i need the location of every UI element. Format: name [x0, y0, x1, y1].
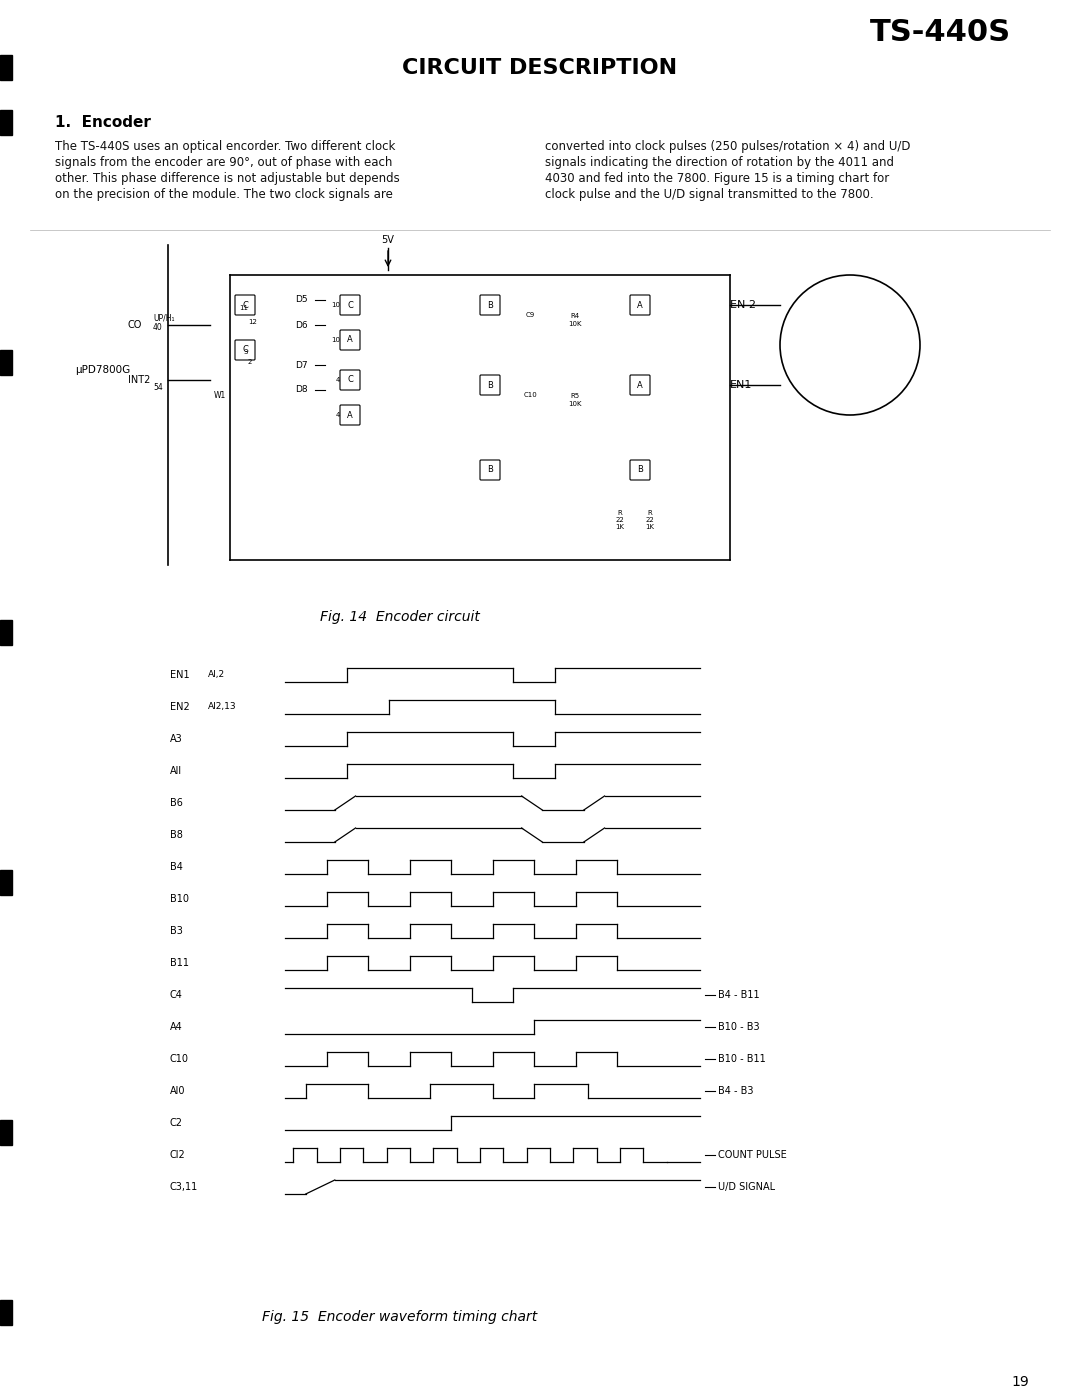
Text: B10 - B3: B10 - B3	[718, 1023, 759, 1032]
Text: B4 - B3: B4 - B3	[718, 1085, 754, 1096]
FancyBboxPatch shape	[480, 294, 500, 315]
Text: CIRCUIT DESCRIPTION: CIRCUIT DESCRIPTION	[403, 59, 677, 78]
Text: B8: B8	[170, 830, 183, 840]
Text: Al0: Al0	[170, 1085, 186, 1096]
Text: B3: B3	[170, 926, 183, 936]
Text: other. This phase difference is not adjustable but depends: other. This phase difference is not adju…	[55, 172, 400, 186]
FancyBboxPatch shape	[480, 375, 500, 395]
Text: C10: C10	[523, 392, 537, 398]
Text: A: A	[347, 410, 353, 420]
Text: A: A	[637, 381, 643, 389]
FancyBboxPatch shape	[340, 370, 360, 391]
Text: signals from the encoder are 90°, out of phase with each: signals from the encoder are 90°, out of…	[55, 156, 392, 169]
Text: D5: D5	[295, 296, 308, 304]
FancyBboxPatch shape	[630, 375, 650, 395]
Text: A: A	[637, 300, 643, 310]
Text: All: All	[170, 766, 183, 776]
Bar	[0, 54, 12, 80]
Text: 1.  Encoder: 1. Encoder	[55, 114, 151, 130]
Text: B: B	[487, 300, 492, 310]
Text: B4: B4	[170, 862, 183, 872]
FancyBboxPatch shape	[630, 460, 650, 480]
Text: μPD7800G: μPD7800G	[75, 365, 131, 375]
Text: 2: 2	[248, 359, 253, 365]
Bar	[0, 619, 12, 644]
Text: 19: 19	[1011, 1375, 1029, 1389]
Text: signals indicating the direction of rotation by the 4011 and: signals indicating the direction of rota…	[545, 156, 894, 169]
Text: A: A	[347, 336, 353, 345]
Text: INT2: INT2	[129, 375, 150, 385]
Text: 5V: 5V	[381, 234, 394, 246]
Text: 54: 54	[153, 382, 163, 392]
Text: R4
10K: R4 10K	[568, 314, 582, 326]
Text: Al2,13: Al2,13	[208, 703, 237, 711]
Text: EN 2: EN 2	[730, 300, 756, 310]
Text: B: B	[637, 466, 643, 474]
Text: D6: D6	[295, 321, 308, 329]
Text: C4: C4	[170, 990, 183, 1000]
Text: C2: C2	[170, 1117, 183, 1129]
Text: 40: 40	[153, 324, 163, 332]
FancyBboxPatch shape	[235, 340, 255, 360]
Text: B: B	[487, 381, 492, 389]
Text: EN1: EN1	[170, 670, 190, 679]
Text: D7: D7	[295, 360, 308, 370]
Text: R
22
1K: R 22 1K	[646, 511, 654, 530]
Text: B4 - B11: B4 - B11	[718, 990, 759, 1000]
Text: CO: CO	[129, 319, 143, 331]
FancyBboxPatch shape	[340, 405, 360, 425]
Text: EN1: EN1	[730, 379, 753, 391]
Text: The TS-440S uses an optical encorder. Two different clock: The TS-440S uses an optical encorder. Tw…	[55, 140, 395, 153]
Bar	[0, 870, 12, 896]
Text: 12: 12	[248, 319, 257, 325]
Text: B11: B11	[170, 958, 189, 968]
Text: W1: W1	[214, 391, 226, 399]
Text: B10 - B11: B10 - B11	[718, 1055, 766, 1064]
Text: C: C	[347, 300, 353, 310]
FancyBboxPatch shape	[630, 294, 650, 315]
Text: Cl2: Cl2	[170, 1149, 186, 1161]
Text: A3: A3	[170, 734, 183, 744]
Text: R5
10K: R5 10K	[568, 393, 582, 406]
Text: clock pulse and the U/D signal transmitted to the 7800.: clock pulse and the U/D signal transmitt…	[545, 188, 874, 201]
Text: UP/H₁: UP/H₁	[153, 314, 175, 322]
Text: B10: B10	[170, 894, 189, 904]
Bar	[0, 1300, 12, 1325]
Text: on the precision of the module. The two clock signals are: on the precision of the module. The two …	[55, 188, 393, 201]
Text: A4: A4	[170, 1023, 183, 1032]
Text: R
22
1K: R 22 1K	[616, 511, 624, 530]
Text: B: B	[487, 466, 492, 474]
Text: converted into clock pulses (250 pulses/rotation × 4) and U/D: converted into clock pulses (250 pulses/…	[545, 140, 910, 153]
Text: Fig. 15  Encoder waveform timing chart: Fig. 15 Encoder waveform timing chart	[262, 1310, 538, 1324]
Bar	[0, 1120, 12, 1145]
Text: 11: 11	[239, 306, 248, 311]
Text: C3,11: C3,11	[170, 1182, 199, 1191]
Text: 3: 3	[243, 349, 248, 354]
Text: Al,2: Al,2	[208, 671, 225, 679]
Text: TS-440S: TS-440S	[870, 18, 1011, 47]
Text: B6: B6	[170, 798, 183, 808]
FancyBboxPatch shape	[340, 331, 360, 350]
Text: Fig. 14  Encoder circuit: Fig. 14 Encoder circuit	[320, 610, 480, 624]
FancyBboxPatch shape	[480, 460, 500, 480]
Text: COUNT PULSE: COUNT PULSE	[718, 1149, 786, 1161]
FancyBboxPatch shape	[340, 294, 360, 315]
Bar	[0, 110, 12, 135]
Text: D8: D8	[295, 385, 308, 395]
Text: 4: 4	[336, 377, 340, 384]
Text: C: C	[242, 346, 248, 354]
Text: U/D SIGNAL: U/D SIGNAL	[718, 1182, 775, 1191]
FancyBboxPatch shape	[235, 294, 255, 315]
Text: 4: 4	[336, 412, 340, 418]
Text: 4030 and fed into the 7800. Figure 15 is a timing chart for: 4030 and fed into the 7800. Figure 15 is…	[545, 172, 889, 186]
Text: EN2: EN2	[170, 702, 190, 711]
Text: 10: 10	[330, 301, 340, 308]
Text: C10: C10	[170, 1055, 189, 1064]
Text: C: C	[347, 375, 353, 385]
Text: C9: C9	[525, 312, 535, 318]
Bar	[0, 350, 12, 375]
Text: 10: 10	[330, 338, 340, 343]
Text: C: C	[242, 300, 248, 310]
